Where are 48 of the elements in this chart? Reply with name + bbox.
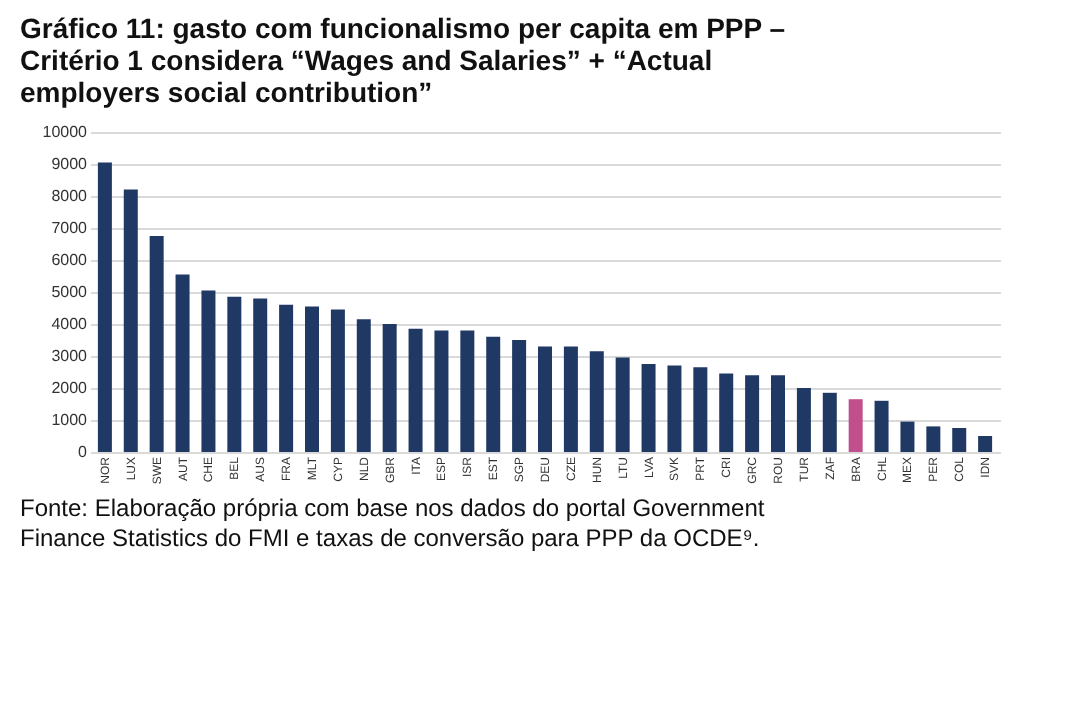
- bar: [279, 304, 294, 452]
- bar: [460, 330, 475, 452]
- bar: [512, 340, 527, 452]
- bar: [796, 388, 811, 452]
- y-tick-label: 4000: [51, 315, 89, 333]
- y-tick-label: 10000: [42, 123, 89, 141]
- bar: [848, 399, 863, 452]
- bar: [615, 357, 630, 452]
- bar: [926, 426, 941, 452]
- bar: [97, 162, 112, 452]
- bar: [952, 428, 967, 452]
- bar: [330, 309, 345, 452]
- y-tick-label: 2000: [51, 379, 89, 397]
- y-tick-label: 7000: [51, 219, 89, 237]
- bar: [253, 298, 268, 452]
- bar: [382, 324, 397, 452]
- bar: [227, 296, 242, 452]
- bar: [745, 375, 760, 452]
- source-note: Fonte: Elaboração própria com base nos dados do portal Government Finance Statistics do FMI e taxas de conversão para PPP da OCDE⁹.: [20, 494, 766, 552]
- y-tick-label: 8000: [51, 187, 89, 205]
- y-tick-label: 6000: [51, 251, 89, 269]
- y-tick-label: 3000: [51, 347, 89, 365]
- bar: [123, 189, 138, 452]
- chart-title: Gráfico 11: gasto com funcionalismo per capita em PPP – Critério 1 considera “Wages and Salaries” + “Actual employers social contribution”: [20, 12, 786, 108]
- bar: [667, 365, 682, 452]
- bar: [719, 373, 734, 452]
- y-tick-label: 9000: [51, 155, 89, 173]
- bar: [589, 351, 604, 452]
- bar: [874, 400, 889, 452]
- bar: [978, 436, 993, 452]
- bar: [486, 336, 501, 452]
- y-tick-label: 1000: [51, 411, 89, 429]
- bar: [149, 236, 164, 452]
- bar: [305, 306, 319, 452]
- bar: [563, 346, 578, 452]
- bar: [408, 328, 423, 452]
- y-tick-label: 5000: [51, 283, 89, 301]
- bar: [201, 290, 216, 452]
- bar: [538, 346, 552, 452]
- bar: [771, 375, 785, 452]
- y-tick-label: 0: [78, 443, 89, 461]
- bar: [822, 392, 837, 452]
- bar: [356, 319, 371, 452]
- bar: [693, 367, 708, 452]
- bar: [900, 421, 915, 452]
- bar: [175, 274, 190, 452]
- bar: [434, 330, 449, 452]
- bar: [641, 364, 656, 452]
